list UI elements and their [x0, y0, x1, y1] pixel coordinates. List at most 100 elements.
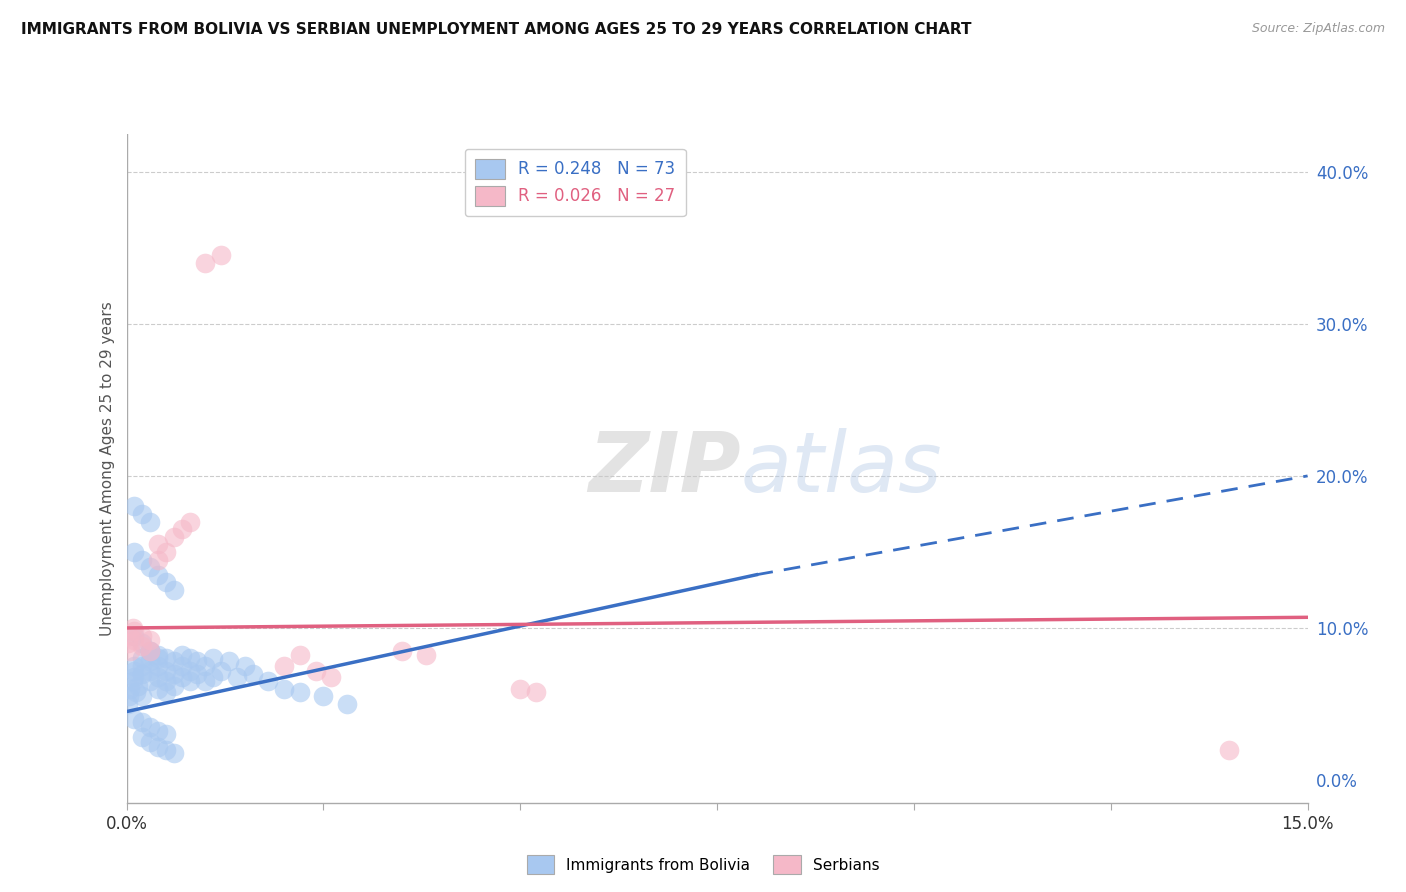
Legend: Immigrants from Bolivia, Serbians: Immigrants from Bolivia, Serbians	[520, 849, 886, 880]
Point	[131, 666, 153, 681]
Point	[179, 651, 201, 665]
Point	[170, 522, 193, 536]
Point	[131, 731, 153, 745]
Point	[509, 681, 531, 696]
Point	[170, 659, 193, 673]
Point	[155, 575, 177, 590]
Point	[139, 654, 162, 668]
Legend: R = 0.248   N = 73, R = 0.026   N = 27: R = 0.248 N = 73, R = 0.026 N = 27	[465, 149, 686, 216]
Point	[155, 664, 177, 678]
Point	[163, 530, 186, 544]
Point	[186, 666, 208, 681]
Point	[155, 685, 177, 699]
Point	[202, 670, 225, 684]
Text: ZIP: ZIP	[588, 428, 741, 508]
Point	[118, 690, 141, 704]
Point	[225, 670, 247, 684]
Point	[120, 681, 142, 696]
Point	[170, 648, 193, 663]
Point	[524, 685, 547, 699]
Point	[124, 670, 146, 684]
Point	[146, 567, 169, 582]
Point	[288, 648, 311, 663]
Point	[139, 664, 162, 678]
Point	[179, 664, 201, 678]
Point	[131, 639, 153, 653]
Point	[139, 644, 162, 658]
Point	[139, 735, 162, 749]
Point	[124, 545, 146, 559]
Point	[233, 659, 256, 673]
Text: Source: ZipAtlas.com: Source: ZipAtlas.com	[1251, 22, 1385, 36]
Point	[202, 651, 225, 665]
Point	[209, 664, 232, 678]
Point	[120, 644, 142, 658]
Point	[131, 715, 153, 730]
Point	[273, 681, 295, 696]
Point	[124, 624, 146, 638]
Point	[155, 674, 177, 689]
Point	[179, 515, 201, 529]
Point	[146, 552, 169, 566]
Point	[146, 537, 169, 551]
Point	[155, 651, 177, 665]
Point	[163, 746, 186, 760]
Point	[336, 697, 359, 711]
Point	[194, 256, 217, 270]
Point	[415, 648, 437, 663]
Point	[124, 500, 146, 514]
Point	[131, 628, 153, 642]
Point	[155, 742, 177, 756]
Point	[139, 560, 162, 574]
Point	[304, 664, 326, 678]
Point	[155, 727, 177, 741]
Point	[146, 659, 169, 673]
Y-axis label: Unemployment Among Ages 25 to 29 years: Unemployment Among Ages 25 to 29 years	[100, 301, 115, 636]
Point	[163, 654, 186, 668]
Point	[170, 670, 193, 684]
Point	[131, 636, 153, 650]
Point	[288, 685, 311, 699]
Point	[124, 659, 146, 673]
Point	[257, 674, 280, 689]
Point	[146, 651, 169, 665]
Point	[139, 644, 162, 658]
Point	[209, 248, 232, 262]
Point	[127, 679, 149, 693]
Point	[146, 681, 169, 696]
Point	[218, 654, 240, 668]
Point	[139, 515, 162, 529]
Point	[186, 654, 208, 668]
Point	[124, 633, 146, 648]
Point	[321, 670, 343, 684]
Point	[125, 685, 148, 699]
Point	[131, 651, 153, 665]
Point	[131, 552, 153, 566]
Point	[146, 724, 169, 739]
Point	[179, 674, 201, 689]
Point	[194, 659, 217, 673]
Point	[146, 670, 169, 684]
Point	[124, 664, 146, 678]
Point	[139, 674, 162, 689]
Point	[242, 666, 264, 681]
Point	[139, 720, 162, 734]
Point	[155, 545, 177, 559]
Point	[124, 628, 146, 642]
Point	[163, 582, 186, 597]
Point	[273, 659, 295, 673]
Point	[131, 659, 153, 673]
Text: IMMIGRANTS FROM BOLIVIA VS SERBIAN UNEMPLOYMENT AMONG AGES 25 TO 29 YEARS CORREL: IMMIGRANTS FROM BOLIVIA VS SERBIAN UNEMP…	[21, 22, 972, 37]
Text: atlas: atlas	[741, 428, 942, 508]
Point	[391, 644, 413, 658]
Point	[117, 697, 139, 711]
Point	[118, 628, 141, 642]
Point	[117, 636, 139, 650]
Point	[121, 621, 143, 635]
Point	[146, 739, 169, 754]
Point	[163, 679, 186, 693]
Point	[131, 690, 153, 704]
Point	[139, 633, 162, 648]
Point	[124, 712, 146, 726]
Point	[163, 666, 186, 681]
